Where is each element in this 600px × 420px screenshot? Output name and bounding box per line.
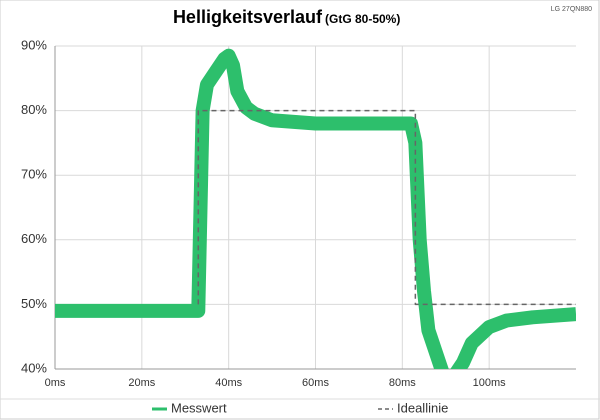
legend: Messwert Ideallinie — [152, 400, 448, 415]
legend-label: Ideallinie — [397, 400, 448, 415]
measured-line — [55, 48, 576, 369]
x-tick-label: 80ms — [389, 377, 416, 389]
y-tick-label: 60% — [21, 231, 47, 246]
x-tick-label: 20ms — [128, 377, 155, 389]
x-tick-label: 100ms — [473, 377, 507, 389]
ideal-line — [197, 109, 576, 306]
x-tick-label: 0ms — [45, 377, 66, 389]
plot-area — [55, 48, 576, 369]
y-tick-label: 70% — [21, 167, 47, 182]
y-tick-label: 40% — [21, 360, 47, 375]
device-note: LG 27QN880 — [551, 6, 592, 13]
x-tick-label: 40ms — [215, 377, 242, 389]
chart-title: Helligkeitsverlauf — [173, 7, 323, 27]
y-tick-label: 80% — [21, 102, 47, 117]
y-tick-label: 90% — [21, 37, 47, 52]
grid — [54, 45, 576, 370]
chart-subtitle: (GtG 80-50%) — [325, 12, 400, 26]
x-tick-label: 60ms — [302, 377, 329, 389]
axis-labels: 40% 50% 60% 70% 80% 90% 0ms 20ms 40ms 60ms 80ms 100… — [21, 37, 506, 388]
legend-label: Messwert — [171, 400, 227, 415]
y-tick-label: 50% — [21, 296, 47, 311]
